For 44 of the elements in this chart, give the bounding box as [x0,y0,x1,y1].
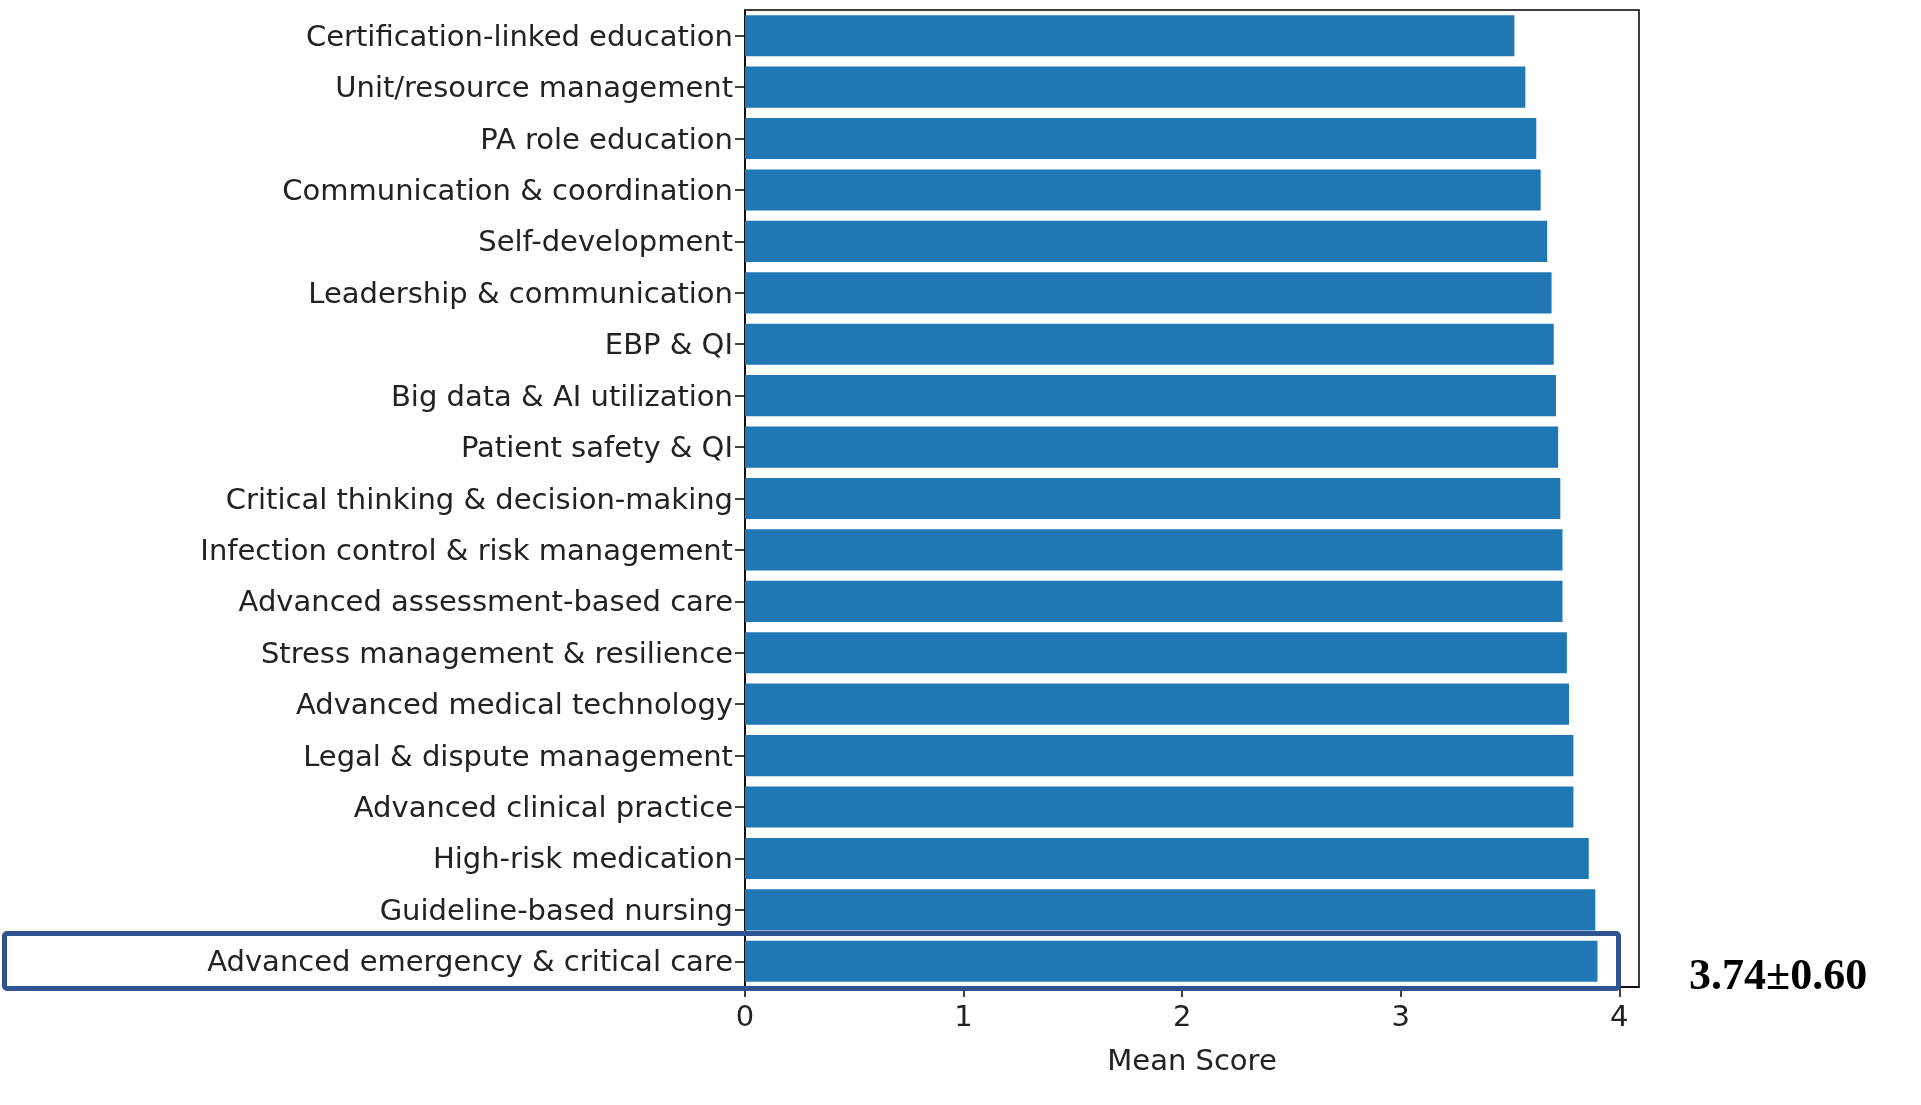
x-tick-label: 3 [1391,998,1410,1033]
y-tick-label: Certification-linked education [305,18,733,53]
bar [745,580,1563,622]
bar [745,786,1574,828]
x-tick-label: 4 [1610,998,1629,1033]
bar [745,117,1537,160]
y-tick-label: Self-development [478,224,733,259]
x-axis-title: Mean Score [1107,1042,1277,1077]
bar [745,529,1563,571]
bar [745,15,1515,57]
bar [745,272,1552,314]
text: 3.74±0.60 [1689,949,1868,1001]
y-tick-label: Infection control & risk management [200,532,733,567]
bar [745,683,1570,725]
y-tick-label: Unit/resource management [335,70,733,105]
bar [745,632,1567,674]
bar [745,940,1598,982]
y-tick-label: High-risk medication [432,841,733,876]
y-tick-label: Advanced emergency & critical care [207,944,733,979]
y-tick-label: Leadership & communication [308,275,733,310]
y-tick-label: Advanced assessment-based care [238,584,733,619]
bar [745,169,1541,211]
y-tick-label: Communication & coordination [282,172,733,207]
bar [745,837,1589,880]
y-tick-label: EBP & QI [604,327,733,362]
y-tick-label: Legal & dispute management [303,738,733,773]
y-tick-label: Big data & AI utilization [390,378,733,413]
x-tick-label: 2 [1172,998,1192,1033]
bar [745,323,1554,365]
bar [745,477,1561,520]
y-tick-label: Advanced medical technology [295,687,733,722]
y-tick-label: Critical thinking & decision-making [225,481,733,516]
x-tick-label: 1 [954,998,973,1033]
bar [745,220,1548,262]
bar [745,735,1574,777]
y-tick-label: Advanced clinical practice [353,790,733,825]
y-tick-label: Guideline-based nursing [379,892,733,927]
bar [745,426,1559,468]
x-tick-label: 0 [735,998,755,1033]
bar [745,66,1526,108]
y-tick-label: Stress management & resilience [260,635,733,670]
bar [745,375,1556,417]
y-tick-label: PA role education [480,121,733,156]
y-tick-label: Patient safety & QI [460,430,733,465]
